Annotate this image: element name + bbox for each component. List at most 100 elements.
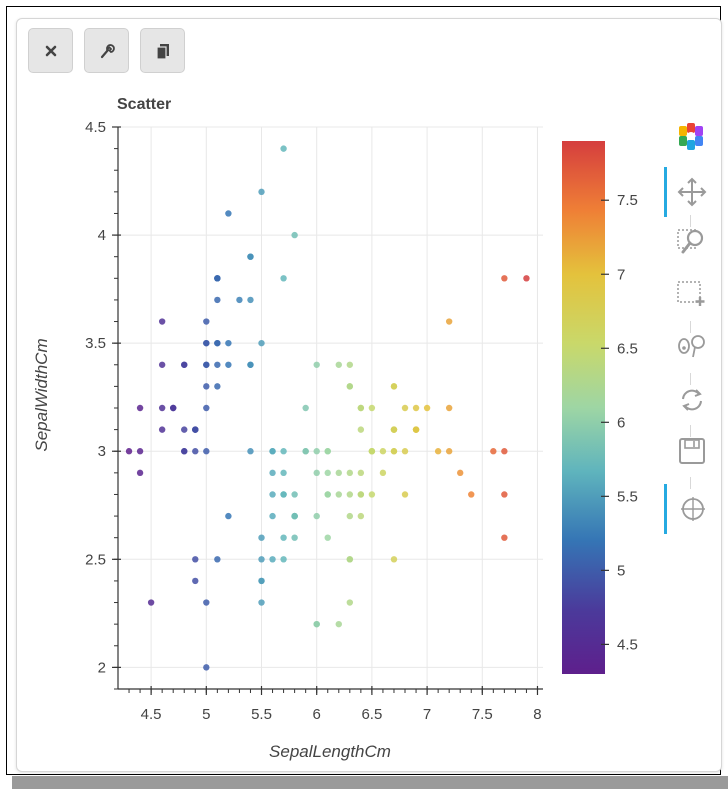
scatter-point xyxy=(324,534,331,541)
copy-icon xyxy=(156,44,169,60)
scatter-point xyxy=(291,512,298,520)
scatter-point xyxy=(258,556,265,563)
scatter-point xyxy=(214,361,221,368)
wheel-zoom-icon xyxy=(677,229,704,254)
scatter-point xyxy=(269,491,276,498)
y-tick-label: 2.5 xyxy=(85,551,106,568)
scatter-point xyxy=(324,448,331,455)
hover-active-indicator xyxy=(664,484,667,534)
scatter-point xyxy=(490,448,497,455)
hover-tool[interactable] xyxy=(672,488,714,530)
grid xyxy=(118,126,543,689)
scatter-point xyxy=(346,512,354,520)
scatter-point xyxy=(258,577,265,585)
pan-active-indicator xyxy=(664,167,667,217)
scatter-point xyxy=(203,404,210,412)
close-button[interactable] xyxy=(28,28,73,73)
scatter-point xyxy=(291,231,298,239)
scatter-point xyxy=(346,361,354,368)
scatter-point xyxy=(181,426,188,433)
scatter-point xyxy=(302,404,309,412)
bokeh-logo-icon xyxy=(679,123,703,150)
scatter-point xyxy=(125,448,133,455)
reset-tool[interactable] xyxy=(672,379,714,421)
scatter-point xyxy=(445,318,453,325)
x-tick-label: 7.5 xyxy=(472,706,493,723)
box-zoom-tool[interactable] xyxy=(672,273,714,315)
x-tick-label: 5.5 xyxy=(251,706,272,723)
scatter-point xyxy=(203,339,210,347)
pan-tool[interactable] xyxy=(672,171,714,213)
scatter-point xyxy=(346,469,354,477)
save-icon xyxy=(679,438,705,464)
x-tick-label: 6.5 xyxy=(361,706,382,723)
scatter-point xyxy=(169,404,177,412)
wrench-icon xyxy=(100,44,115,59)
bokeh-logo[interactable] xyxy=(672,112,714,154)
y-tick-label: 3 xyxy=(98,443,106,460)
scatter-point xyxy=(280,534,287,541)
scatter-point xyxy=(523,275,530,282)
scatter-point xyxy=(335,620,342,628)
scatter-point xyxy=(368,491,376,498)
colorbar-tick-label: 5.5 xyxy=(617,488,638,505)
lasso-tool[interactable] xyxy=(672,327,714,369)
x-tick-label: 7 xyxy=(423,706,431,723)
scatter-point xyxy=(346,556,354,563)
scatter-point xyxy=(214,296,221,304)
scatter-point xyxy=(225,339,232,347)
scatter-point xyxy=(346,383,354,390)
scatter-point xyxy=(346,599,354,606)
scatter-point xyxy=(468,491,475,498)
settings-button[interactable] xyxy=(84,28,129,73)
save-tool[interactable] xyxy=(672,431,714,473)
bottom-scrollbar[interactable] xyxy=(12,776,728,789)
scatter-point xyxy=(147,599,155,606)
colorbar-tick-label: 6 xyxy=(617,414,625,431)
copy-button[interactable] xyxy=(140,28,185,73)
lasso-icon xyxy=(678,335,705,358)
colorbar-tick-label: 6.5 xyxy=(617,340,638,357)
scatter-point xyxy=(401,491,409,498)
x-tick-label: 8 xyxy=(533,706,541,723)
y-tick-label: 3.5 xyxy=(85,335,106,352)
scatter-point xyxy=(501,491,508,498)
scatter-point xyxy=(412,426,420,433)
scatter-point xyxy=(423,404,431,412)
scatter-point xyxy=(280,556,287,563)
scatter-point xyxy=(368,404,376,412)
scatter-point xyxy=(313,620,320,628)
scatter-point xyxy=(357,469,365,477)
scatter-point xyxy=(501,448,508,455)
tool-separator xyxy=(690,321,691,333)
scatter-point xyxy=(225,361,232,368)
y-tick-label: 4 xyxy=(98,227,106,244)
scatter-point xyxy=(357,491,365,498)
tool-separator xyxy=(690,425,691,437)
scatter-point xyxy=(203,448,210,455)
scatter-point xyxy=(214,339,221,347)
scatter-point xyxy=(445,404,453,412)
colorbar-tick-label: 5 xyxy=(617,562,625,579)
scatter-point xyxy=(390,426,398,433)
scatter-point xyxy=(280,275,287,282)
wheel-zoom-tool[interactable] xyxy=(672,221,714,263)
scatter-point xyxy=(181,361,188,368)
close-icon xyxy=(45,45,57,57)
scatter-point xyxy=(335,491,342,498)
scatter-point xyxy=(390,556,398,563)
scatter-point xyxy=(181,448,188,455)
scatter-point xyxy=(313,512,320,520)
scatter-point xyxy=(247,448,254,455)
scatter-point xyxy=(203,664,210,671)
scatter-point xyxy=(258,188,265,196)
scatter-point xyxy=(214,275,221,282)
scatter-point xyxy=(214,383,221,390)
scatter-point xyxy=(225,210,232,217)
scatter-point xyxy=(247,296,254,304)
scatter-point xyxy=(324,469,331,477)
y-tick-label: 4.5 xyxy=(85,119,106,136)
scatter-point xyxy=(258,534,265,541)
scatter-point xyxy=(269,469,276,477)
